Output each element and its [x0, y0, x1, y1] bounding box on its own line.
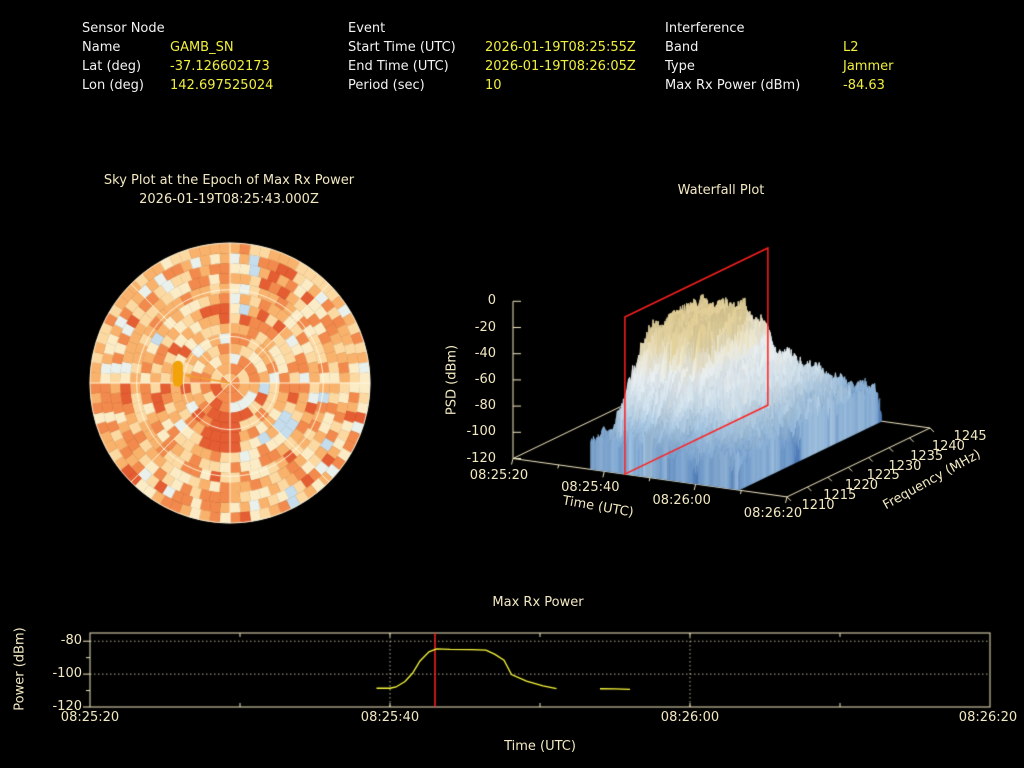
header-interference-row-value: Jammer	[843, 59, 894, 74]
waterfall-psd-tick-label: -80	[474, 398, 496, 414]
power-chart-y-tick-label: -100	[52, 666, 82, 682]
waterfall-time-tick-label: 08:25:40	[561, 480, 620, 496]
power-chart-x-axis-label: Time (UTC)	[504, 739, 576, 754]
waterfall-psd-tick-label: -100	[466, 424, 496, 440]
power-chart-x-tick-label: 08:26:20	[958, 710, 1018, 725]
header-sensor-node-row-value: -37.126602173	[170, 59, 270, 74]
header-interference-row-value: L2	[843, 40, 859, 55]
waterfall-psd-tick-label: -120	[466, 450, 496, 466]
header-sensor-node-row-value: GAMB_SN	[170, 40, 234, 55]
header-title-event: Event	[348, 21, 386, 36]
header-sensor-node-row-value: 142.697525024	[170, 78, 274, 93]
header-sensor-node-row-label: Lon (deg)	[82, 78, 144, 93]
waterfall-time-tick-label: 08:25:20	[469, 467, 529, 483]
waterfall-frequency-tick-label: 1235	[910, 448, 944, 464]
power-chart-x-tick-label: 08:25:40	[360, 710, 420, 725]
waterfall-psd-tick-label: 0	[487, 293, 496, 309]
header-event-row-label: End Time (UTC)	[348, 59, 449, 74]
waterfall-frequency-tick-label: 1215	[823, 488, 857, 504]
header-title-interference: Interference	[665, 21, 745, 36]
waterfall-psd-tick-label: -60	[474, 371, 496, 387]
header-event-row-value: 2026-01-19T08:26:05Z	[485, 59, 636, 74]
waterfall-frequency-tick-label: 1225	[866, 468, 900, 484]
waterfall-frequency-tick-label: 1240	[931, 438, 965, 454]
power-chart-y-tick-label: -80	[60, 633, 82, 649]
sky-plot-epoch-subtitle: 2026-01-19T08:25:43.000Z	[139, 192, 319, 207]
header-interference-row-value: -84.63	[843, 78, 885, 93]
sky-plot-title: Sky Plot at the Epoch of Max Rx Power	[103, 173, 355, 188]
power-chart-x-tick-label: 08:26:00	[660, 710, 720, 725]
header-sensor-node-row-label: Lat (deg)	[82, 59, 142, 74]
header-event-row-label: Period (sec)	[348, 78, 425, 93]
header-title-sensor-node: Sensor Node	[82, 21, 165, 36]
header-event-row-value: 2026-01-19T08:25:55Z	[485, 40, 636, 55]
header-interference-row-label: Band	[665, 40, 699, 55]
waterfall-psd-tick-label: -40	[474, 345, 496, 361]
power-chart-x-tick-label: 08:25:20	[60, 710, 120, 725]
power-chart-y-tick-label: -120	[52, 699, 82, 714]
waterfall-frequency-tick-label: 1210	[801, 497, 835, 513]
header-interference-row-label: Max Rx Power (dBm)	[665, 78, 801, 93]
header-interference-row-label: Type	[665, 59, 695, 74]
header-event-row-label: Start Time (UTC)	[348, 40, 456, 55]
waterfall-time-tick-label: 08:26:20	[743, 505, 803, 521]
waterfall-time-tick-label: 08:26:00	[652, 493, 711, 509]
waterfall-frequency-tick-label: 1230	[888, 458, 922, 474]
waterfall-title: Waterfall Plot	[677, 183, 765, 198]
header-event-row-value: 10	[485, 78, 502, 93]
power-chart-title: Max Rx Power	[492, 595, 584, 610]
waterfall-frequency-tick-label: 1220	[844, 478, 878, 494]
waterfall-frequency-tick-label: 1245	[953, 428, 987, 444]
header-sensor-node-row-label: Name	[82, 40, 121, 55]
waterfall-psd-tick-label: -20	[474, 319, 496, 335]
